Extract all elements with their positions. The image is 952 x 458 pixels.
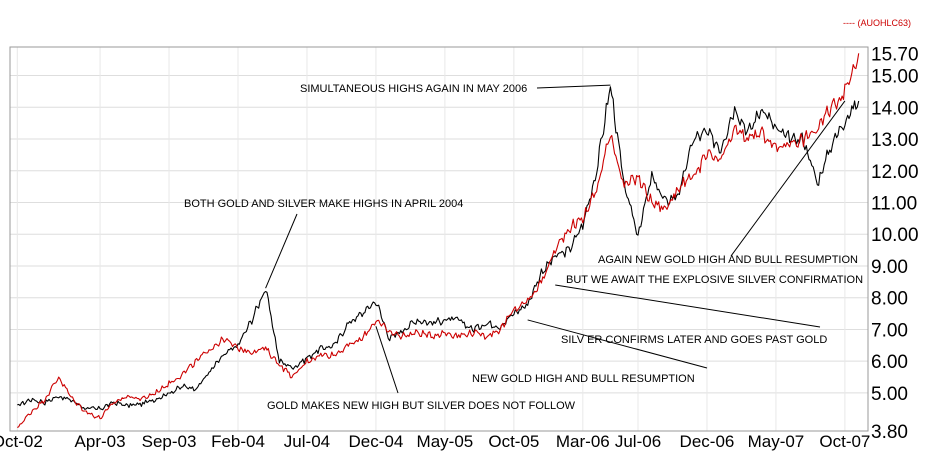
y-tick-label: 5.00 — [871, 384, 908, 405]
annotation-label: SILV ER CONFIRMS LATER AND GOES PAST GOL… — [561, 334, 827, 346]
annotation-pointer — [265, 213, 298, 289]
y-tick-label: 9.00 — [871, 257, 908, 278]
annotation-pointer — [555, 284, 821, 328]
x-tick-label: May-05 — [417, 432, 474, 451]
x-tick-label: Dec-06 — [680, 432, 735, 451]
y-tick-label: 6.00 — [871, 352, 908, 373]
annotation-label: GOLD MAKES NEW HIGH BUT SILVER DOES NOT … — [267, 400, 576, 412]
annotation-pointer — [527, 319, 708, 369]
annotation-label: NEW GOLD HIGH AND BULL RESUMPTION — [472, 373, 695, 385]
x-axis: Oct-02 Apr-03 Sep-03 Feb-04 Jul-04 Dec-04 May-… — [0, 432, 870, 451]
legend-label: ---- (AUOHLC63) — [843, 18, 911, 28]
y-tick-label: 3.80 — [871, 422, 908, 443]
y-tick-label: 8.00 — [871, 289, 908, 310]
x-tick-label: Apr-03 — [75, 432, 126, 451]
plot-background — [10, 47, 868, 431]
plot-border — [9, 46, 869, 432]
x-tick-label: Mar-06 — [556, 432, 610, 451]
x-tick-label: Sep-03 — [142, 432, 197, 451]
y-tick-label: 7.00 — [871, 320, 908, 341]
x-tick-label: Oct-07 — [819, 432, 870, 451]
y-tick-label: 12.00 — [871, 162, 919, 183]
y-tick-label: 15.00 — [871, 67, 919, 88]
annotation-pointer — [375, 326, 399, 394]
annotation-label: AGAIN NEW GOLD HIGH AND BULL RESUMPTION — [598, 254, 858, 266]
y-tick-label: 13.00 — [871, 130, 919, 151]
x-tick-label: Oct-02 — [0, 432, 43, 451]
y-tick-label: 10.00 — [871, 225, 919, 246]
y-tick-label: 11.00 — [871, 194, 917, 215]
series-line-black — [17, 86, 860, 411]
annotation-label: BUT WE AWAIT THE EXPLOSIVE SILVER CONFIR… — [566, 274, 863, 286]
annotation-label: BOTH GOLD AND SILVER MAKE HIGHS IN APRIL… — [184, 198, 463, 210]
x-tick-label: Jul-04 — [284, 432, 330, 451]
annotation-label: SIMULTANEOUS HIGHS AGAIN IN MAY 2006 — [300, 83, 527, 95]
grid — [9, 46, 869, 432]
x-tick-label: May-07 — [748, 432, 805, 451]
annotations: SIMULTANEOUS HIGHS AGAIN IN MAY 2006 BOTH… — [184, 83, 863, 412]
x-tick-label: Oct-05 — [488, 432, 539, 451]
y-tick-label: 14.00 — [871, 98, 919, 119]
x-tick-label: Feb-04 — [211, 432, 265, 451]
series-line-red — [17, 53, 860, 428]
y-tick-label: 15.70 — [871, 44, 919, 65]
series-group — [17, 53, 860, 428]
annotation-pointer — [536, 84, 611, 89]
x-tick-label: Dec-04 — [349, 432, 404, 451]
x-tick-label: Jul-06 — [615, 432, 661, 451]
y-axis: 3.80 5.00 6.00 7.00 8.00 9.00 10.00 11.00 12.00 1… — [871, 44, 919, 443]
annotation-pointer — [730, 100, 846, 257]
